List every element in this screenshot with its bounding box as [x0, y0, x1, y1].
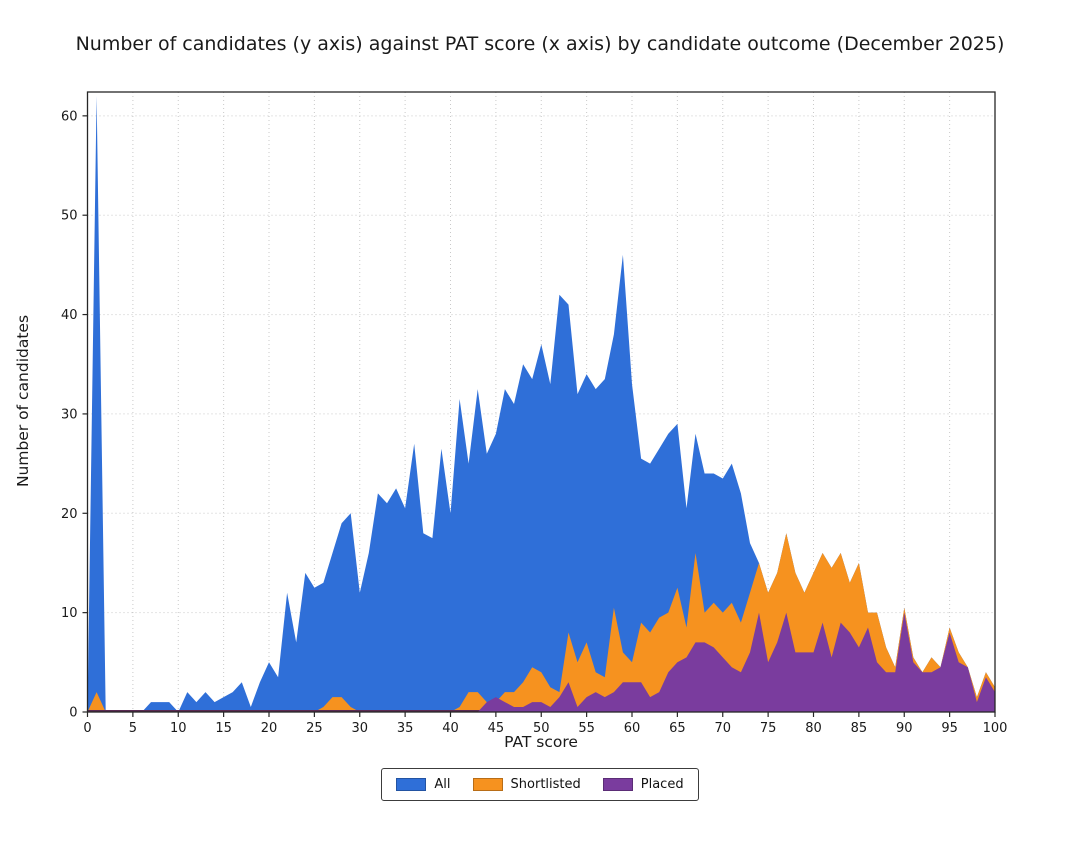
x-tick-label: 15	[215, 721, 232, 736]
x-tick-label: 80	[805, 721, 822, 736]
x-tick-label: 70	[714, 721, 731, 736]
x-tick-label: 5	[129, 721, 137, 736]
x-tick-label: 50	[533, 721, 550, 736]
x-tick-label: 90	[896, 721, 913, 736]
x-tick-label: 25	[306, 721, 323, 736]
chart-title: Number of candidates (y axis) against PA…	[75, 33, 1005, 55]
x-axis-label: PAT score	[504, 733, 578, 751]
y-axis-label: Number of candidates	[14, 314, 32, 488]
x-tick-label: 100	[983, 721, 1008, 736]
legend-swatch-placed-icon	[602, 778, 633, 791]
y-tick-label: 10	[61, 606, 78, 621]
x-tick-label: 95	[941, 721, 958, 736]
tick-labels: 0 5 10 15 20 25 30 35 40 45 50 55 60 65 70 75 80 85 90 95 10…	[61, 109, 1007, 736]
tick-marks	[82, 115, 996, 717]
legend-item-all: All	[396, 777, 451, 792]
x-tick-label: 45	[488, 721, 505, 736]
x-tick-label: 85	[851, 721, 868, 736]
x-tick-label: 60	[624, 721, 641, 736]
legend-item-placed: Placed	[602, 777, 684, 792]
y-tick-label: 0	[69, 706, 77, 721]
legend-box: All Shortlisted Placed	[381, 768, 699, 801]
legend-label-all: All	[434, 777, 451, 792]
legend-swatch-all-icon	[396, 778, 427, 791]
legend-label-shortlisted: Shortlisted	[510, 777, 581, 792]
x-tick-label: 10	[170, 721, 187, 736]
y-tick-label: 20	[61, 507, 78, 522]
x-tick-label: 65	[669, 721, 686, 736]
x-tick-label: 35	[397, 721, 414, 736]
x-tick-label: 30	[351, 721, 368, 736]
y-tick-label: 40	[61, 308, 78, 323]
y-tick-label: 30	[61, 407, 78, 422]
legend: All Shortlisted Placed	[0, 768, 1080, 801]
legend-label-placed: Placed	[640, 777, 684, 792]
series-placed-area	[87, 612, 995, 712]
legend-item-shortlisted: Shortlisted	[472, 777, 581, 792]
y-tick-label: 60	[61, 109, 78, 124]
series-all-area	[87, 96, 995, 712]
x-tick-label: 0	[83, 721, 91, 736]
x-tick-label: 20	[261, 721, 278, 736]
x-tick-label: 75	[760, 721, 777, 736]
legend-swatch-shortlisted-icon	[472, 778, 503, 791]
y-tick-label: 50	[61, 209, 78, 224]
x-tick-label: 55	[578, 721, 595, 736]
x-tick-label: 40	[442, 721, 459, 736]
